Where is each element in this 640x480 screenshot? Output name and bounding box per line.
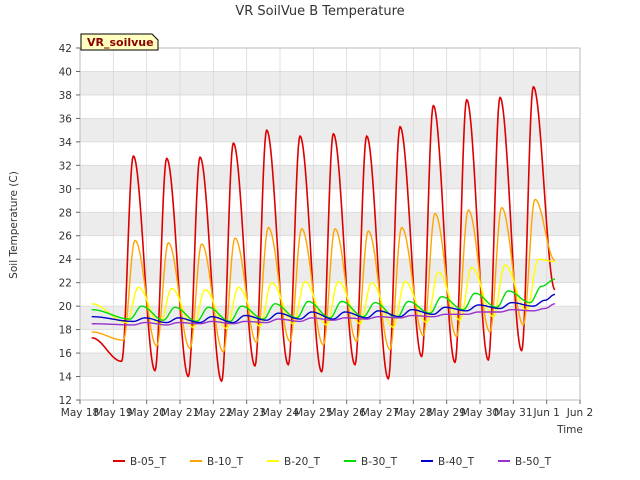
- legend: B-05_T B-10_T B-20_T B-30_T B-40_T B-50_T: [113, 456, 552, 468]
- x-tick-label: May 28: [394, 407, 432, 419]
- x-tick-label: May 25: [294, 407, 332, 419]
- axes: [79, 47, 581, 401]
- y-tick-label: 30: [59, 184, 72, 196]
- x-axis-label: Time: [556, 424, 583, 436]
- y-tick-label: 18: [59, 325, 72, 337]
- x-tick-label: May 26: [327, 407, 366, 419]
- x-tick-label: May 22: [194, 407, 232, 419]
- legend-label: B-30_T: [361, 456, 398, 468]
- y-tick-label: 36: [59, 113, 73, 125]
- y-axis-label: Soil Temperature (C): [8, 171, 20, 279]
- y-tick-label: 38: [59, 90, 72, 102]
- plot-band: [80, 118, 580, 142]
- series-lines: [91, 85, 556, 383]
- series-line-b-50-t: [91, 303, 556, 326]
- station-label-box: VR_soilvue: [80, 33, 159, 51]
- series-line-b-05-t: [91, 85, 556, 383]
- legend-label: B-50_T: [515, 456, 552, 468]
- x-tick-label: May 31: [494, 407, 532, 419]
- station-label-background: [80, 33, 159, 51]
- y-tick-label: 16: [59, 348, 73, 360]
- x-tick-label: May 19: [94, 407, 132, 419]
- plot-bands: [80, 48, 580, 400]
- x-tick-label: May 23: [227, 407, 265, 419]
- series-line-b-20-t: [91, 258, 556, 330]
- series-line-b-40-t: [91, 293, 556, 324]
- y-tick-label: 28: [59, 207, 72, 219]
- x-tick-label: May 18: [61, 407, 99, 419]
- x-tick-label: May 24: [261, 407, 300, 419]
- y-tick-label: 32: [59, 160, 72, 172]
- y-tick-label: 22: [59, 278, 72, 290]
- y-tick-label: 14: [59, 372, 73, 384]
- y-tick-label: 20: [59, 301, 72, 313]
- legend-label: B-10_T: [207, 456, 244, 468]
- plot-band: [80, 71, 580, 95]
- y-tick-labels: 12 14 16 18 20 22 24 26 28 30 32 34 36 38 40 42: [59, 43, 80, 407]
- y-tick-label: 42: [59, 43, 72, 55]
- y-tick-label: 24: [59, 254, 73, 266]
- x-tick-label: May 20: [127, 407, 165, 419]
- x-tick-label: May 29: [427, 407, 465, 419]
- y-tick-label: 34: [59, 137, 73, 149]
- y-tick-label: 26: [59, 231, 73, 243]
- x-tick-label: May 27: [361, 407, 399, 419]
- legend-label: B-40_T: [438, 456, 475, 468]
- x-tick-label: May 30: [461, 407, 499, 419]
- y-tick-label: 40: [59, 66, 72, 78]
- legend-label: B-20_T: [284, 456, 321, 468]
- x-tick-label: May 21: [161, 407, 199, 419]
- legend-label: B-05_T: [130, 456, 167, 468]
- station-label: VR_soilvue: [87, 36, 154, 49]
- series-line-b-30-t: [91, 278, 556, 323]
- x-tick-label: Jun 1: [532, 407, 559, 419]
- series-line-b-10-t: [91, 198, 556, 353]
- plot-band: [80, 212, 580, 236]
- plot-frame: [79, 47, 581, 401]
- chart-title: VR SoilVue B Temperature: [235, 4, 404, 19]
- x-tick-label: Jun 2: [566, 407, 593, 419]
- plot-band: [80, 353, 580, 377]
- y-tick-label: 12: [59, 395, 72, 407]
